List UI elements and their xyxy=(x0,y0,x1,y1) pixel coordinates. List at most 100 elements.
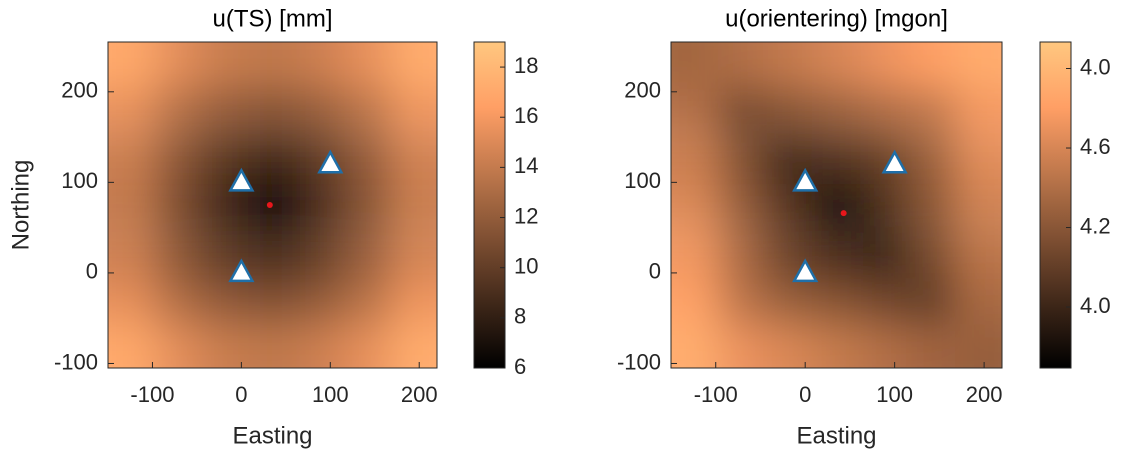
field-cells xyxy=(671,42,1002,368)
field-cells xyxy=(108,42,437,368)
y-tick-label: 100 xyxy=(624,168,661,193)
heat-cell xyxy=(108,230,155,280)
heat-cell xyxy=(717,321,768,368)
heat-cell xyxy=(905,230,956,280)
station-marker xyxy=(792,258,819,283)
heat-cell xyxy=(671,135,719,185)
chart-title: u(TS) [mm] xyxy=(213,5,333,32)
heat-cell xyxy=(954,85,1002,135)
x-axis-label: Easting xyxy=(232,422,312,449)
heat-cell xyxy=(954,135,1002,185)
x-tick-label: 100 xyxy=(312,382,349,407)
heat-cell xyxy=(248,230,297,280)
heat-cell xyxy=(199,275,249,325)
heat-cell xyxy=(154,42,204,89)
heat-cell xyxy=(199,85,249,135)
axes-box xyxy=(670,41,1003,369)
heat-cell xyxy=(341,42,391,89)
heat-cell xyxy=(717,135,768,185)
heat-cell xyxy=(671,230,719,280)
heat-cell xyxy=(861,321,911,368)
x-tick-label: -100 xyxy=(130,382,174,407)
heat-cell xyxy=(296,230,346,280)
heat-cell xyxy=(811,275,862,325)
station-marker xyxy=(881,149,908,174)
heat-cell xyxy=(717,180,768,230)
point-marker xyxy=(266,202,273,208)
heat-cell xyxy=(154,135,204,185)
heat-cell xyxy=(108,321,155,368)
heat-cell xyxy=(861,275,911,325)
heat-cell xyxy=(341,321,391,368)
heat-cell xyxy=(905,42,956,89)
heat-cell xyxy=(905,85,956,135)
heat-cell xyxy=(717,275,768,325)
heat-cell xyxy=(861,42,911,89)
heat-cell xyxy=(671,42,719,89)
colorbar-tick-label: 12 xyxy=(514,203,538,228)
heat-cell xyxy=(154,321,204,368)
heat-cell xyxy=(954,321,1002,368)
heat-cell xyxy=(671,275,719,325)
heat-cell xyxy=(296,275,346,325)
heat-cell xyxy=(296,42,346,89)
station-marker xyxy=(228,258,255,283)
colorbar-tick-label: 4.6 xyxy=(1080,134,1111,159)
heat-cell xyxy=(296,321,346,368)
heat-cell xyxy=(671,321,719,368)
y-tick-label: 0 xyxy=(86,259,98,284)
colorbar-tick-label: 8 xyxy=(514,304,526,329)
heat-cell xyxy=(717,85,768,135)
heat-cell xyxy=(861,135,911,185)
heat-cell xyxy=(199,42,249,89)
heat-cell xyxy=(390,230,437,280)
heat-cell xyxy=(762,42,812,89)
x-tick-label: 200 xyxy=(401,382,438,407)
x-tick-label: -100 xyxy=(694,382,738,407)
heat-cell xyxy=(390,42,437,89)
x-tick-label: 0 xyxy=(799,382,811,407)
chart-title: u(orientering) [mgon] xyxy=(725,5,948,32)
colorbar-tick-label: 4.0 xyxy=(1080,54,1111,79)
heat-cell xyxy=(154,180,204,230)
heat-cell xyxy=(954,230,1002,280)
heat-cell xyxy=(671,85,719,135)
heat-cell xyxy=(154,85,204,135)
heat-cell xyxy=(248,85,297,135)
heat-cell xyxy=(811,321,862,368)
heat-cell xyxy=(717,42,768,89)
y-tick-label: 0 xyxy=(649,259,661,284)
heat-cell xyxy=(762,275,812,325)
colorbar-tick-label: 6 xyxy=(514,354,526,379)
heat-cell xyxy=(811,42,862,89)
heat-cell xyxy=(861,85,911,135)
heat-cell xyxy=(390,321,437,368)
colorbar xyxy=(1039,41,1072,369)
heat-cell xyxy=(108,135,155,185)
heat-cell xyxy=(671,180,719,230)
heat-cell xyxy=(905,180,956,230)
colorbar-tick-label: 4.2 xyxy=(1080,213,1111,238)
station-marker xyxy=(792,167,819,192)
station-marker xyxy=(317,149,344,174)
heat-cell xyxy=(390,275,437,325)
heat-cell xyxy=(905,275,956,325)
colorbar-tick-label: 10 xyxy=(514,254,538,279)
heat-cell xyxy=(296,135,346,185)
heat-cell xyxy=(341,135,391,185)
colorbar xyxy=(473,41,506,369)
y-tick-label: -100 xyxy=(617,349,661,374)
heat-cell xyxy=(390,180,437,230)
y-axis-label: Northing xyxy=(7,160,34,251)
heat-cell xyxy=(341,230,391,280)
heat-cell xyxy=(717,230,768,280)
heat-cell xyxy=(954,180,1002,230)
x-tick-label: 0 xyxy=(235,382,247,407)
heat-cell xyxy=(811,135,862,185)
heat-cell xyxy=(811,85,862,135)
heat-cell xyxy=(905,135,956,185)
heat-cell xyxy=(108,275,155,325)
heat-cell xyxy=(108,180,155,230)
heat-cell xyxy=(248,135,297,185)
